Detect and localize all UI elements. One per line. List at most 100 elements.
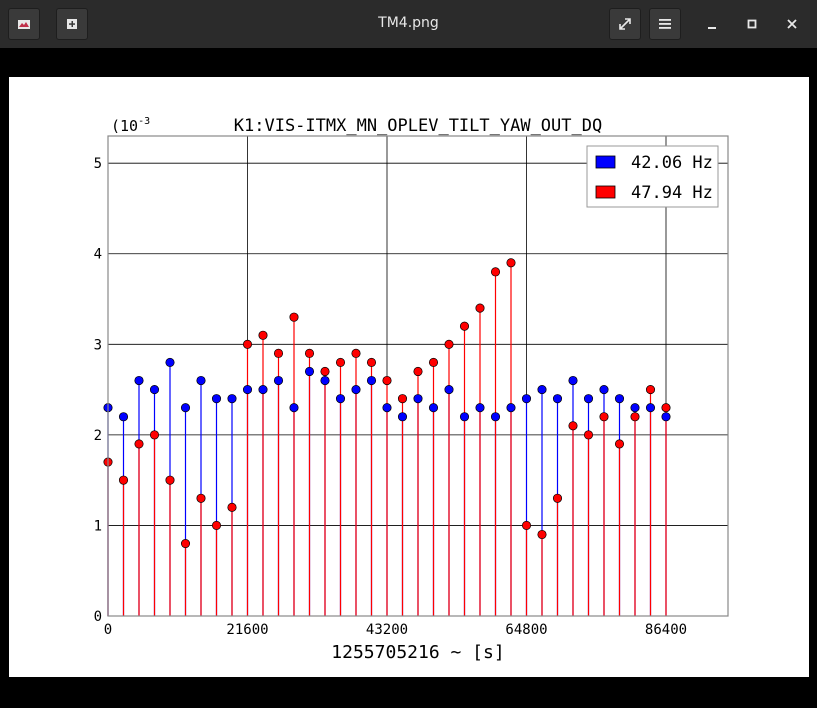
point-47-94-hz xyxy=(242,339,253,349)
x-tick-label: 86400 xyxy=(645,622,687,638)
point-47-94-hz xyxy=(413,366,423,377)
scatter-plot: 0 21600 43200 64800 86400 0 1 2 3 4 5 K1:VIS-ITMX_… xyxy=(94,116,729,663)
y-tick-label: 5 xyxy=(94,156,102,172)
point-47-94-hz xyxy=(227,502,237,512)
point-42-06-hz xyxy=(289,403,299,413)
point-42-06-hz xyxy=(366,375,377,386)
scale-label: (10-3 xyxy=(111,116,150,135)
point-47-94-hz xyxy=(149,430,160,440)
maximize-button[interactable] xyxy=(736,8,768,40)
point-47-94-hz xyxy=(304,348,315,358)
point-47-94-hz xyxy=(583,430,594,440)
point-47-94-hz xyxy=(134,439,144,449)
legend-label-47hz: 47.94 Hz xyxy=(631,183,713,203)
point-42-06-hz xyxy=(475,403,485,413)
app-menu-button[interactable] xyxy=(8,8,40,40)
point-42-06-hz xyxy=(645,403,656,413)
legend-swatch-47hz xyxy=(595,185,616,199)
point-42-06-hz xyxy=(537,385,547,395)
point-47-94-hz xyxy=(118,475,129,485)
point-42-06-hz xyxy=(242,385,253,395)
image-canvas: 0 21600 43200 64800 86400 0 1 2 3 4 5 K1:VIS-ITMX_… xyxy=(9,77,809,677)
point-42-06-hz xyxy=(149,385,160,395)
point-42-06-hz xyxy=(413,394,423,404)
legend-label-42hz: 42.06 Hz xyxy=(631,153,713,173)
y-tick-label: 0 xyxy=(94,609,102,625)
point-42-06-hz xyxy=(320,375,330,386)
point-42-06-hz xyxy=(196,375,206,386)
point-42-06-hz xyxy=(335,394,346,404)
point-47-94-hz xyxy=(366,357,377,367)
point-47-94-hz xyxy=(490,267,501,277)
y-tick-label: 2 xyxy=(94,428,102,444)
x-tick-label: 21600 xyxy=(226,622,268,638)
point-47-94-hz xyxy=(196,493,206,503)
point-42-06-hz xyxy=(382,403,392,413)
point-47-94-hz xyxy=(428,357,439,367)
point-42-06-hz xyxy=(661,412,671,422)
close-button[interactable] xyxy=(776,8,808,40)
x-tick-label: 0 xyxy=(104,622,112,638)
maximize-icon xyxy=(747,19,757,29)
point-47-94-hz xyxy=(459,321,470,331)
close-icon xyxy=(787,19,797,29)
data-points xyxy=(103,258,671,549)
point-42-06-hz xyxy=(568,375,578,386)
window-title: TM4.png xyxy=(378,15,439,31)
minimize-icon xyxy=(708,27,716,29)
point-47-94-hz xyxy=(289,312,299,322)
point-42-06-hz xyxy=(351,385,361,395)
minimize-button[interactable] xyxy=(696,8,728,40)
point-47-94-hz xyxy=(552,493,563,503)
point-42-06-hz xyxy=(180,403,191,413)
point-47-94-hz xyxy=(165,475,175,485)
fullscreen-button[interactable] xyxy=(609,8,641,40)
point-47-94-hz xyxy=(211,520,222,530)
menu-icon xyxy=(659,19,671,29)
point-42-06-hz xyxy=(273,375,284,386)
point-47-94-hz xyxy=(258,330,268,340)
point-42-06-hz xyxy=(583,394,594,404)
tick-labels: 0 21600 43200 64800 86400 0 1 2 3 4 5 xyxy=(94,156,688,638)
fullscreen-icon xyxy=(619,18,631,30)
point-47-94-hz xyxy=(599,412,609,422)
point-42-06-hz xyxy=(118,412,129,422)
point-47-94-hz xyxy=(537,529,547,540)
point-47-94-hz xyxy=(475,303,485,313)
point-42-06-hz xyxy=(304,366,315,377)
point-42-06-hz xyxy=(211,394,222,404)
point-42-06-hz xyxy=(258,385,268,395)
point-47-94-hz xyxy=(335,357,346,367)
point-42-06-hz xyxy=(630,403,640,413)
point-42-06-hz xyxy=(552,394,563,404)
point-47-94-hz xyxy=(444,339,454,349)
point-42-06-hz xyxy=(614,394,625,404)
app-icon xyxy=(18,20,30,29)
new-tab-icon xyxy=(67,19,77,29)
point-42-06-hz xyxy=(521,394,532,404)
y-tick-label: 3 xyxy=(94,337,102,353)
point-42-06-hz xyxy=(397,412,408,422)
point-47-94-hz xyxy=(180,538,191,549)
title-bar: TM4.png xyxy=(0,0,817,48)
point-42-06-hz xyxy=(599,385,609,395)
point-42-06-hz xyxy=(490,412,501,422)
new-tab-button[interactable] xyxy=(56,8,88,40)
point-42-06-hz xyxy=(134,375,144,386)
x-tick-label: 64800 xyxy=(505,622,547,638)
point-47-94-hz xyxy=(506,258,516,268)
point-47-94-hz xyxy=(351,348,361,358)
point-42-06-hz xyxy=(227,394,237,404)
point-47-94-hz xyxy=(630,412,640,422)
plot-frame xyxy=(107,135,729,617)
legend: 42.06 Hz 47.94 Hz xyxy=(586,145,719,208)
point-47-94-hz xyxy=(568,421,578,431)
point-42-06-hz xyxy=(165,357,175,367)
point-47-94-hz xyxy=(320,366,330,377)
y-tick-label: 1 xyxy=(94,518,102,534)
menu-button[interactable] xyxy=(649,8,681,40)
point-47-94-hz xyxy=(382,375,392,386)
point-47-94-hz xyxy=(661,403,671,413)
point-47-94-hz xyxy=(521,520,532,530)
point-42-06-hz xyxy=(428,403,439,413)
